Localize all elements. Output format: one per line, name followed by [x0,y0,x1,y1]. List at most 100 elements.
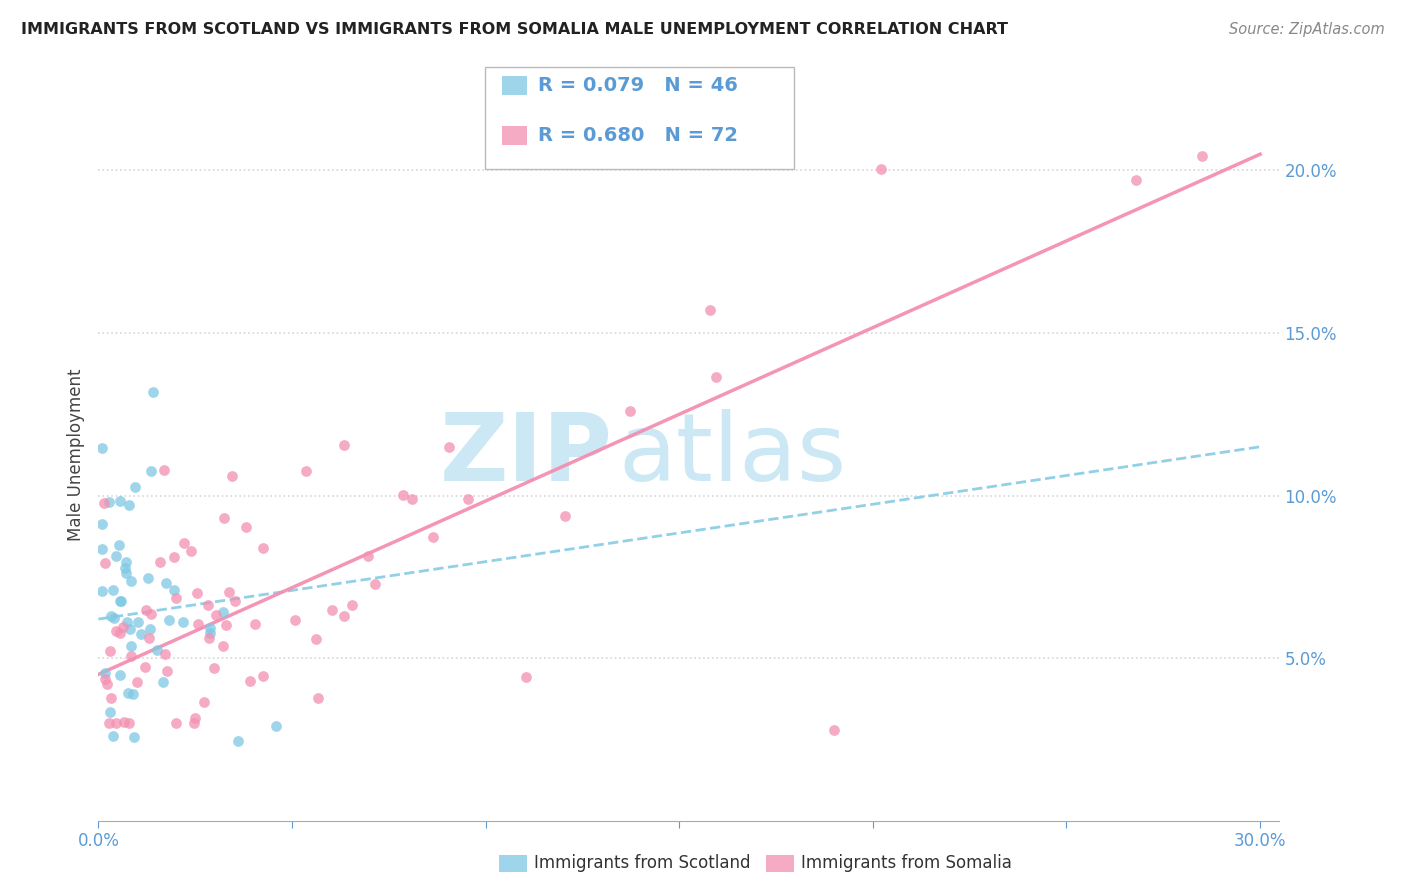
Point [239,673,262,688]
Point [422,531,444,545]
Point [163,549,186,564]
Point [184,711,207,725]
Point [127,675,149,690]
Point [235,520,257,534]
Point [124,730,146,744]
Point [183,716,205,731]
Point [333,438,356,452]
Point [115,615,138,630]
Point [91,542,114,557]
Point [115,555,138,569]
Point [155,576,177,591]
Point [146,642,169,657]
Point [103,611,125,625]
Point [108,494,131,508]
Point [107,538,129,552]
Point [457,492,479,507]
Text: R = 0.680   N = 72: R = 0.680 N = 72 [538,126,738,145]
Point [110,626,132,640]
Point [120,649,142,664]
Point [127,615,149,629]
Point [117,499,139,513]
Point [120,574,142,588]
Point [135,603,157,617]
Point [152,675,174,690]
Point [152,463,174,477]
Point [100,609,122,624]
Point [215,617,238,632]
Point [141,607,163,621]
Text: R = 0.079   N = 46: R = 0.079 N = 46 [538,76,738,95]
Text: IMMIGRANTS FROM SCOTLAND VS IMMIGRANTS FROM SOMALIA MALE UNEMPLOYMENT CORRELATIO: IMMIGRANTS FROM SCOTLAND VS IMMIGRANTS F… [21,22,1008,37]
Point [98,495,121,509]
Point [252,541,274,556]
Point [305,632,328,647]
Point [221,469,243,483]
Point [391,488,413,502]
Point [180,543,202,558]
Point [1191,149,1213,163]
Point [699,303,721,318]
Point [172,615,194,629]
Point [198,621,221,635]
Point [101,582,124,597]
Point [165,591,187,605]
Point [165,716,187,731]
Point [112,715,135,730]
Point [823,723,845,737]
Point [333,608,356,623]
Text: Immigrants from Scotland: Immigrants from Scotland [534,855,751,872]
Point [138,631,160,645]
Point [1125,173,1147,187]
Point [94,665,117,680]
Point [437,440,460,454]
Point [142,384,165,399]
Point [193,695,215,709]
Point [243,617,266,632]
Point [124,479,146,493]
Point [704,370,727,384]
Point [321,603,343,617]
Point [96,677,118,691]
Point [104,549,127,564]
Point [114,561,136,575]
Point [198,631,221,645]
Point [112,620,135,634]
Point [105,624,128,638]
Text: Immigrants from Somalia: Immigrants from Somalia [801,855,1012,872]
Text: ZIP: ZIP [439,409,612,501]
Point [136,571,159,585]
Point [357,549,380,564]
Point [212,639,235,653]
Point [149,555,172,569]
Point [120,639,142,653]
Point [134,660,156,674]
Point [307,690,329,705]
Point [284,613,307,627]
Point [139,622,162,636]
Point [108,667,131,681]
Point [91,442,114,456]
Point [117,686,139,700]
Point [115,566,138,580]
Point [554,508,576,523]
Point [204,660,226,674]
Point [364,577,387,591]
Point [141,464,163,478]
Point [211,605,233,619]
Point [103,729,125,743]
Y-axis label: Male Unemployment: Male Unemployment [66,368,84,541]
Point [121,687,143,701]
Point [104,716,127,731]
Point [295,464,318,478]
Text: Source: ZipAtlas.com: Source: ZipAtlas.com [1229,22,1385,37]
Point [91,584,114,599]
Point [156,665,179,679]
Point [163,582,186,597]
Point [110,594,132,608]
Point [619,404,641,418]
Point [187,616,209,631]
Point [94,556,117,570]
Point [226,734,249,748]
Point [198,626,221,640]
